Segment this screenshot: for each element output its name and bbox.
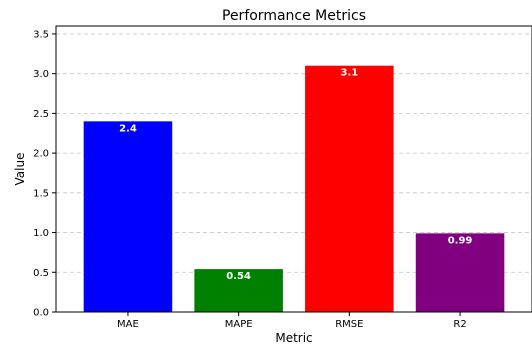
x-tick-label: MAPE [225,319,253,330]
y-ticks: 0.0 0.5 1.0 1.5 2.0 2.5 3.0 3.5 [33,29,56,319]
bar-r2 [415,233,505,312]
bar-rmse [305,65,394,312]
data-label-mape: 0.54 [226,271,251,282]
chart-title: Performance Metrics [222,8,366,24]
bar-mape [194,269,283,312]
x-ticks: MAE MAPE RMSE R2 [117,312,467,330]
data-label-mae: 2.4 [119,123,137,134]
y-tick-label: 0.0 [33,308,49,319]
y-tick-label: 3.0 [33,69,49,80]
y-tick-label: 2.0 [33,149,49,160]
x-tick-label: RMSE [335,319,363,330]
bars [83,65,505,312]
data-label-rmse: 3.1 [340,68,358,79]
x-tick-label: R2 [453,319,466,330]
y-tick-label: 1.5 [33,188,49,199]
y-tick-label: 1.0 [33,228,49,239]
data-labels: 2.4 0.54 3.1 0.99 [119,68,472,282]
y-tick-label: 0.5 [33,268,49,279]
y-tick-label: 2.5 [33,109,49,120]
y-axis-label: Value [13,153,27,186]
x-tick-label: MAE [117,319,139,330]
plot-frame [55,25,532,313]
bar-mae [83,121,173,312]
y-tick-label: 3.5 [33,29,49,40]
data-label-r2: 0.99 [448,235,473,246]
x-axis-label: Metric [275,331,312,345]
